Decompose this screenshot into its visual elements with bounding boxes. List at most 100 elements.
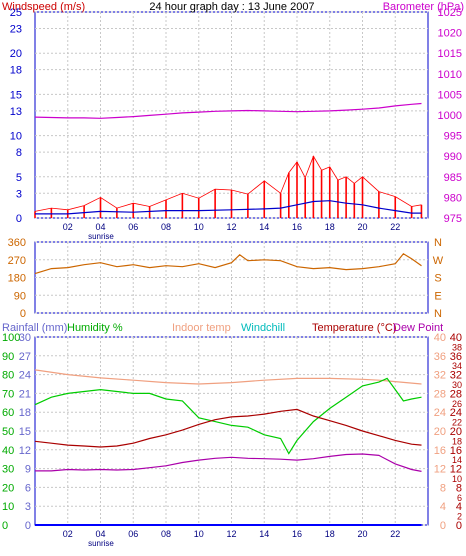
climate-x-axis: 02 04 06 08 10 12 14 16 18 20 22 (63, 529, 401, 539)
humidity-tick-label: 90 (2, 351, 14, 363)
indoor-tick-label: 32 (434, 370, 446, 382)
series-temperature-c (34, 408, 422, 448)
windchill-title: Windchill (241, 322, 285, 334)
indoor-tick-label: 8 (440, 482, 446, 494)
x-tick-label: 20 (357, 222, 367, 232)
wind-grid (35, 11, 428, 219)
humidity-tick-label: 0 (2, 520, 8, 532)
indoor-tick-label: 20 (434, 426, 446, 438)
climate-left-axes: 0 10 20 30 40 50 60 70 80 90 100 0 3 6 9 12 15 18 21 24 27 30 (2, 332, 31, 532)
humidity-tick-label: 60 (2, 407, 14, 419)
temperature-tick-label: 24 (450, 407, 462, 419)
series-humidity (34, 377, 422, 455)
rainfall-tick-label: 3 (25, 501, 31, 513)
rainfall-tick-label: 21 (19, 388, 31, 400)
humidity-tick-label: 70 (2, 388, 14, 400)
barometer-tick-label: 985 (444, 172, 462, 184)
humidity-tick-label: 80 (2, 370, 14, 382)
barometer-axis: 975 980 985 990 995 1000 1005 1010 1015 1020 1025 (438, 7, 462, 225)
compass-tick-label: E (434, 290, 441, 302)
series-dew-point (35, 453, 422, 472)
temperature-tick-label: 4 (456, 501, 462, 513)
windspeed-axis: 0 3 5 8 10 13 15 18 20 23 25 (10, 7, 22, 225)
indoor-tick-label: 28 (434, 388, 446, 400)
windspeed-tick-label: 8 (16, 147, 22, 159)
barometer-tick-label: 1015 (438, 48, 462, 60)
sunrise-label-bottom: sunrise (88, 539, 114, 548)
temperature-title: Temperature (°C) (312, 322, 396, 334)
series-barometer-hpa (34, 102, 422, 119)
indoor-tick-label: 0 (440, 520, 446, 532)
barometer-tick-label: 975 (444, 213, 462, 225)
compass-tick-label: S (434, 273, 441, 285)
direction-tick-label: 180 (8, 273, 26, 285)
x-tick-label: 14 (259, 222, 269, 232)
rainfall-tick-label: 18 (19, 407, 31, 419)
wind-series (34, 102, 423, 218)
temperature-tick-label: 34 (452, 361, 462, 371)
rainfall-title: Rainfall (mm) (2, 322, 67, 334)
humidity-tick-label: 10 (2, 501, 14, 513)
rainfall-tick-label: 15 (19, 426, 31, 438)
barometer-title: Barometer (hPa) (383, 1, 464, 13)
x-tick-label: 16 (292, 529, 302, 539)
temperature-tick-label: 40 (450, 332, 462, 344)
rainfall-tick-label: 24 (19, 370, 31, 382)
windspeed-tick-label: 20 (10, 48, 22, 60)
humidity-tick-label: 50 (2, 426, 14, 438)
x-tick-label: 10 (194, 529, 204, 539)
temperature-tick-label: 0 (456, 520, 462, 532)
temperature-tick-label: 8 (456, 482, 462, 494)
direction-tick-label: 360 (8, 237, 26, 249)
x-tick-label: 22 (390, 222, 400, 232)
series-windspeed-gust-m-s (34, 155, 422, 212)
windspeed-tick-label: 10 (10, 131, 22, 143)
x-tick-label: 02 (63, 529, 73, 539)
barometer-tick-label: 1005 (438, 89, 462, 101)
temperature-tick-label: 22 (452, 418, 462, 428)
temperature-tick-label: 12 (450, 464, 462, 476)
x-tick-label: 08 (161, 222, 171, 232)
x-tick-label: 06 (128, 529, 138, 539)
temperature-tick-label: 32 (450, 370, 462, 382)
direction-grid (35, 241, 428, 314)
x-tick-label: 02 (63, 222, 73, 232)
temperature-tick-label: 36 (450, 351, 462, 363)
indoor-tick-label: 12 (434, 464, 446, 476)
x-tick-label: 22 (390, 529, 400, 539)
humidity-tick-label: 20 (2, 482, 14, 494)
temperature-tick-label: 26 (452, 399, 462, 409)
x-tick-label: 16 (292, 222, 302, 232)
wind-panel-frame (34, 11, 429, 219)
windspeed-tick-label: 25 (10, 7, 22, 19)
humidity-title: Humidity % (67, 322, 123, 334)
direction-tick-label: 270 (8, 255, 26, 267)
indoor-tick-label: 24 (434, 407, 446, 419)
temperature-tick-label: 30 (452, 380, 462, 390)
dewpoint-title: Dew Point (393, 322, 443, 334)
sunrise-label-top: sunrise (88, 232, 114, 241)
temperature-tick-label: 38 (452, 342, 462, 352)
windspeed-tick-label: 5 (16, 172, 22, 184)
climate-right-axes: 0481216202428323640024681012141618202224… (434, 332, 462, 532)
series-windspeed-average-m-s (35, 200, 422, 215)
climate-series (34, 369, 422, 526)
windspeed-tick-label: 15 (10, 89, 22, 101)
rainfall-tick-label: 9 (25, 464, 31, 476)
indoor-tick-label: 36 (434, 351, 446, 363)
rainfall-tick-label: 27 (19, 351, 31, 363)
humidity-tick-label: 100 (2, 332, 20, 344)
windspeed-tick-label: 13 (10, 106, 22, 118)
direction-series (34, 253, 422, 275)
x-tick-label: 08 (161, 529, 171, 539)
barometer-tick-label: 1010 (438, 69, 462, 81)
direction-tick-label: 0 (20, 308, 26, 320)
temperature-tick-label: 14 (452, 455, 462, 465)
x-tick-label: 20 (357, 529, 367, 539)
wind-x-axis: 02 04 06 08 10 12 14 16 18 20 22 (63, 222, 401, 232)
x-tick-label: 12 (226, 529, 236, 539)
windspeed-tick-label: 18 (10, 65, 22, 77)
series-indoor-temp (34, 369, 422, 385)
